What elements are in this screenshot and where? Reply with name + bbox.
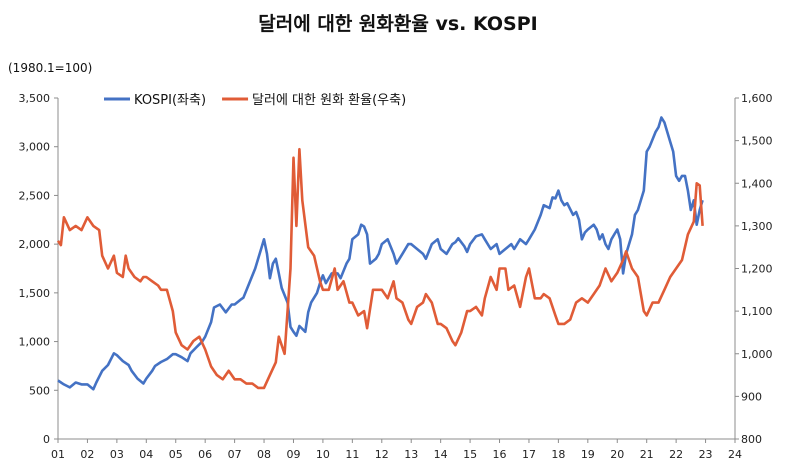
x-tick-label: 23 <box>699 448 713 461</box>
x-tick-label: 12 <box>375 448 389 461</box>
x-tick-label: 14 <box>434 448 448 461</box>
x-tick-label: 16 <box>493 448 507 461</box>
x-tick-label: 20 <box>610 448 624 461</box>
x-tick-label: 22 <box>669 448 683 461</box>
x-tick-label: 15 <box>463 448 477 461</box>
right-tick-label: 1,100 <box>741 305 773 318</box>
x-tick-label: 08 <box>257 448 271 461</box>
right-tick-label: 1,600 <box>741 92 773 105</box>
right-tick-label: 1,000 <box>741 348 773 361</box>
axes: 0 500 1,000 1,500 2,000 2,500 3,000 3,500 800 900… <box>19 92 773 461</box>
right-tick-label: 1,500 <box>741 135 773 148</box>
left-tick-label: 1,500 <box>19 287 51 300</box>
left-tick-label: 500 <box>29 384 50 397</box>
right-tick-label: 900 <box>741 390 762 403</box>
x-tick-label: 21 <box>640 448 654 461</box>
right-tick-label: 800 <box>741 433 762 446</box>
x-tick-label: 11 <box>345 448 359 461</box>
x-tick-label: 19 <box>581 448 595 461</box>
x-tick-label: 03 <box>110 448 124 461</box>
x-tick-label: 24 <box>728 448 742 461</box>
right-tick-label: 1,300 <box>741 220 773 233</box>
x-tick-label: 18 <box>551 448 565 461</box>
legend: KOSPI(좌축) 달러에 대한 원화 환율(우축) <box>104 93 406 108</box>
x-tick-label: 17 <box>522 448 536 461</box>
legend-label-1: KOSPI(좌축) <box>134 93 206 108</box>
series-line-1 <box>57 116 704 391</box>
x-tick-label: 06 <box>198 448 212 461</box>
x-tick-label: 02 <box>80 448 94 461</box>
left-tick-label: 2,500 <box>19 189 51 202</box>
left-tick-label: 0 <box>43 433 50 446</box>
x-tick-label: 04 <box>139 448 153 461</box>
chart-title: 달러에 대한 원화환율 vs. KOSPI <box>258 13 537 35</box>
x-tick-label: 10 <box>316 448 330 461</box>
series-layer <box>56 116 704 391</box>
x-tick-label: 13 <box>404 448 418 461</box>
left-tick-label: 2,000 <box>19 238 51 251</box>
x-tick-label: 01 <box>51 448 65 461</box>
x-tick-label: 05 <box>169 448 183 461</box>
unit-note: (1980.1=100) <box>8 61 92 75</box>
right-tick-label: 1,200 <box>741 263 773 276</box>
left-tick-label: 1,000 <box>19 336 51 349</box>
legend-label-2: 달러에 대한 원화 환율(우축) <box>252 93 406 108</box>
series-line-2 <box>56 147 704 390</box>
right-tick-label: 1,400 <box>741 177 773 190</box>
x-tick-label: 09 <box>286 448 300 461</box>
left-tick-label: 3,500 <box>19 92 51 105</box>
left-tick-label: 3,000 <box>19 141 51 154</box>
x-tick-label: 07 <box>228 448 242 461</box>
